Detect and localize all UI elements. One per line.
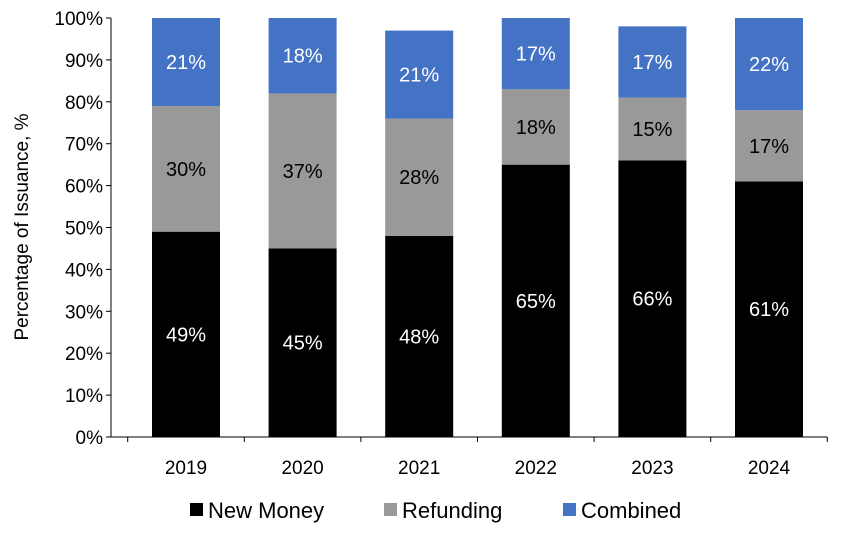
y-tick-label: 100% [54,9,103,30]
x-tick-label: 2021 [398,458,440,479]
y-tick-label: 50% [65,219,103,240]
y-axis-label: Percentage of Issuance, % [12,113,33,340]
y-tick-label: 60% [65,177,103,198]
data-label: 18% [516,117,556,139]
bar-combined [618,26,687,98]
legend-swatch [384,503,397,516]
data-label: 17% [632,52,672,74]
data-label: 61% [749,299,789,321]
data-label: 18% [283,46,323,68]
data-label: 37% [283,161,323,183]
data-label: 28% [399,167,439,189]
y-tick-label: 0% [76,428,104,449]
bar-new-money [618,160,687,437]
data-label: 17% [749,136,789,158]
bar-new-money [385,235,454,437]
bar-combined [501,18,570,90]
data-label: 21% [166,52,206,74]
bar-combined [268,18,337,94]
data-label: 65% [516,291,556,313]
data-label: 21% [399,65,439,87]
y-tick-label: 10% [65,386,103,407]
legend-swatch [190,503,203,516]
data-label: 66% [632,289,672,311]
x-tick-label: 2020 [281,458,323,479]
data-label: 22% [749,54,789,76]
x-tick-label: 2023 [631,458,673,479]
y-tick-label: 90% [65,51,103,72]
x-tick-label: 2022 [515,458,557,479]
bar-combined [735,18,803,111]
bar-new-money [501,164,570,437]
bar-refunding [735,110,803,182]
bar-combined [385,30,454,119]
x-tick-label: 2019 [165,458,207,479]
legend-label: Refunding [402,498,502,523]
y-tick-label: 30% [65,302,103,323]
x-tick-label: 2024 [748,458,791,479]
data-label: 15% [632,119,672,141]
bar-refunding [618,97,687,161]
legend-label: New Money [208,498,324,523]
data-label: 30% [166,159,206,181]
bar-refunding [385,118,454,236]
y-tick-label: 70% [65,135,103,156]
y-tick-label: 80% [65,93,103,114]
y-tick-label: 40% [65,260,103,281]
bar-new-money [268,248,337,437]
bar-new-money [735,181,803,437]
data-label: 48% [399,326,439,348]
bar-combined [152,18,220,106]
legend-swatch [563,503,576,516]
bar-refunding [501,89,570,165]
y-tick-label: 20% [65,344,103,365]
bar-new-money [152,231,220,437]
data-label: 17% [516,44,556,66]
data-label: 45% [283,333,323,355]
bar-refunding [268,93,337,249]
bar-refunding [152,105,220,232]
data-label: 49% [166,324,206,346]
legend-label: Combined [581,498,681,523]
